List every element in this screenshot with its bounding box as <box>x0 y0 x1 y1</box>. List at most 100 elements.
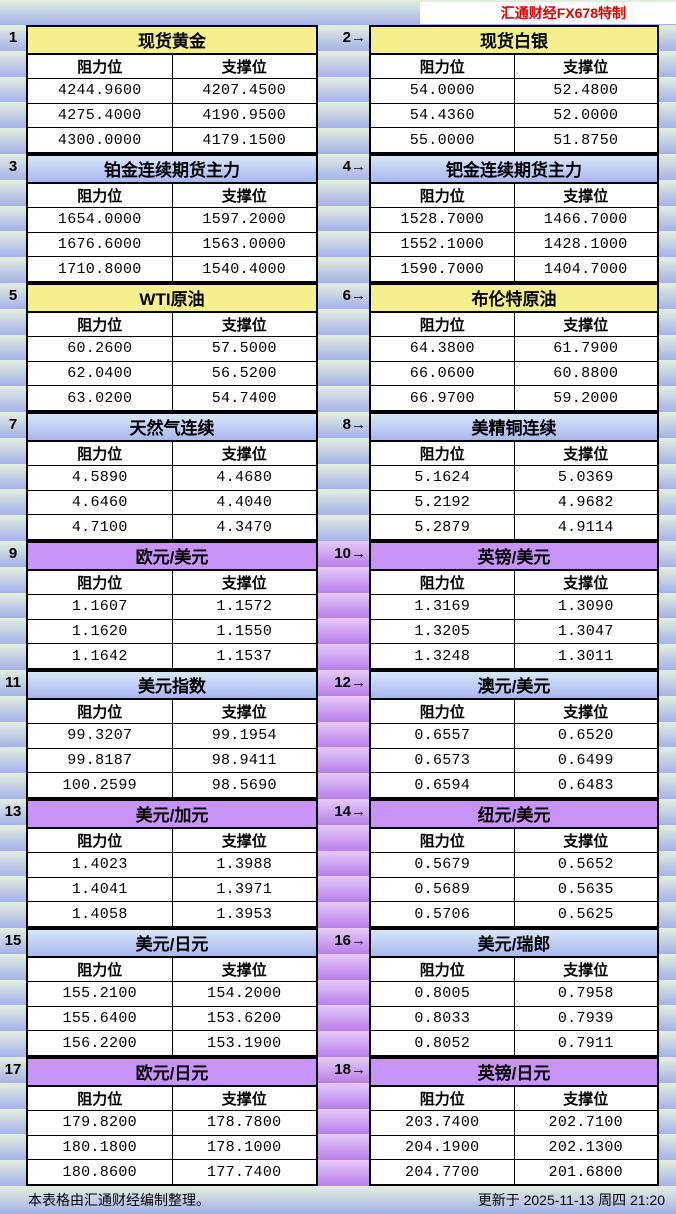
grid-cell <box>659 25 676 51</box>
grid-cell <box>659 953 676 980</box>
panel-number-label: 14→ <box>334 803 366 821</box>
support-value-cell: 178.1000 <box>172 1135 316 1160</box>
grid-cell <box>659 50 676 77</box>
support-value: 178.1000 <box>207 1139 282 1157</box>
panel-number-label: 5 <box>8 287 18 305</box>
resistance-value-cell: 0.8033 <box>371 1006 515 1031</box>
resistance-header-text: 阻力位 <box>419 574 465 592</box>
grid-cell <box>659 747 676 774</box>
margin-col: 11 <box>0 670 26 799</box>
resistance-header: 阻力位 <box>371 699 515 724</box>
panel-title: 布伦特原油 <box>371 285 657 313</box>
resistance-value-cell: 155.2100 <box>28 982 173 1006</box>
grid-cell <box>318 824 369 851</box>
resistance-value-cell: 0.5679 <box>371 853 515 877</box>
grid-cell <box>659 541 676 567</box>
panel-title-text: 美精铜连续 <box>471 419 557 439</box>
grid-cell <box>318 205 369 232</box>
support-value-cell: 202.1300 <box>514 1135 657 1160</box>
panel-header-row: 阻力位 支撑位 <box>371 54 657 80</box>
support-value: 59.2000 <box>553 389 619 407</box>
panel-number-label: 1 <box>8 29 18 47</box>
grid-cell <box>0 1005 26 1032</box>
instrument-panel: 现货黄金 阻力位 支撑位 4244.9600 4207.4500 4275.4000 419… <box>26 25 318 154</box>
support-value-cell: 154.2000 <box>172 982 316 1006</box>
panel-data-row: 1.3169 1.3090 <box>371 595 657 620</box>
resistance-value-cell: 204.1900 <box>371 1135 515 1160</box>
panel-data-row: 5.1624 5.0369 <box>371 466 657 491</box>
panel-data-row: 54.4360 52.0000 <box>371 103 657 129</box>
resistance-value-cell: 99.3207 <box>28 724 173 748</box>
resistance-value: 60.2600 <box>67 340 133 358</box>
instrument-panel: 美元指数 阻力位 支撑位 99.3207 99.1954 99.8187 98.9411 10… <box>26 670 318 799</box>
support-value: 51.8750 <box>553 131 619 149</box>
resistance-value-cell: 63.0200 <box>28 386 173 411</box>
grid-cell <box>659 128 676 154</box>
resistance-value-cell: 99.8187 <box>28 748 173 773</box>
support-value-cell: 4.9682 <box>514 490 657 515</box>
resistance-value: 66.9700 <box>409 389 475 407</box>
grid-cell <box>0 876 26 903</box>
grid-cell <box>659 334 676 361</box>
grid-cell <box>0 1108 26 1135</box>
panel-data-row: 180.8600 177.7400 <box>28 1160 316 1185</box>
support-value-cell: 4190.9500 <box>172 103 316 128</box>
support-header: 支撑位 <box>172 183 316 208</box>
block-row: 7 天然气连续 阻力位 支撑位 4.5890 4.4680 4.6460 4.4040 4.71… <box>0 412 676 541</box>
support-header-text: 支撑位 <box>221 703 267 721</box>
grid-cell <box>318 1005 369 1032</box>
grid-cell <box>318 128 369 154</box>
instrument-panel: 英镑/美元 阻力位 支撑位 1.3169 1.3090 1.3205 1.3047 1.324… <box>369 541 659 670</box>
support-value: 4.9114 <box>557 518 614 536</box>
resistance-value: 1.3205 <box>414 623 471 641</box>
support-header-text: 支撑位 <box>563 58 609 76</box>
panel-data-row: 0.6573 0.6499 <box>371 748 657 774</box>
grid-cell <box>659 205 676 232</box>
support-value-cell: 153.6200 <box>172 1006 316 1031</box>
grid-cell <box>659 463 676 490</box>
panel-data-row: 0.6557 0.6520 <box>371 724 657 749</box>
support-value-cell: 4.3470 <box>172 515 316 540</box>
panel-title: 欧元/美元 <box>28 543 316 571</box>
panel-header-row: 阻力位 支撑位 <box>28 1086 316 1112</box>
panel-title: 澳元/美元 <box>371 672 657 700</box>
support-value: 56.5200 <box>211 365 277 383</box>
instrument-panel: 美元/加元 阻力位 支撑位 1.4023 1.3988 1.4041 1.3971 1.405… <box>26 799 318 928</box>
resistance-header: 阻力位 <box>28 699 173 724</box>
instrument-panel: WTI原油 阻力位 支撑位 60.2600 57.5000 62.0400 56.5200 6… <box>26 283 318 412</box>
support-value-cell: 1.3090 <box>514 595 657 619</box>
panel-data-row: 60.2600 57.5000 <box>28 337 316 362</box>
resistance-header: 阻力位 <box>28 957 173 982</box>
support-value: 52.0000 <box>553 107 619 125</box>
resistance-header: 阻力位 <box>371 828 515 853</box>
support-value-cell: 0.6520 <box>514 724 657 748</box>
instrument-panel: 铂金连续期货主力 阻力位 支撑位 1654.0000 1597.2000 1676.600… <box>26 154 318 283</box>
grid-cell <box>0 360 26 387</box>
resistance-value-cell: 1590.7000 <box>371 257 515 282</box>
grid-cell <box>0 566 26 593</box>
support-value: 1.3971 <box>216 881 273 899</box>
panel-data-row: 156.2200 153.1900 <box>28 1031 316 1056</box>
panel-header-row: 阻力位 支撑位 <box>28 441 316 467</box>
grid-cell <box>659 1134 676 1161</box>
resistance-header: 阻力位 <box>371 312 515 337</box>
resistance-header: 阻力位 <box>371 1086 515 1111</box>
support-value-cell: 201.6800 <box>514 1160 657 1185</box>
panel-data-row: 155.2100 154.2000 <box>28 982 316 1007</box>
panel-number-label: 12→ <box>334 674 366 692</box>
resistance-value-cell: 62.0400 <box>28 361 173 386</box>
support-value: 153.6200 <box>207 1010 282 1028</box>
margin-col: 17 <box>0 1057 26 1186</box>
resistance-value-cell: 1.1607 <box>28 595 173 619</box>
resistance-value: 155.2100 <box>62 985 137 1003</box>
grid-cell <box>0 979 26 1006</box>
resistance-header: 阻力位 <box>28 828 173 853</box>
grid-cell <box>659 1057 676 1083</box>
panel-title: 美元/加元 <box>28 801 316 829</box>
support-value: 0.5635 <box>557 881 614 899</box>
grid-cell <box>0 773 26 799</box>
margin-col: 13 <box>0 799 26 928</box>
support-header: 支撑位 <box>172 699 316 724</box>
grid-cell <box>659 1160 676 1186</box>
panel-data-row: 5.2192 4.9682 <box>371 490 657 516</box>
